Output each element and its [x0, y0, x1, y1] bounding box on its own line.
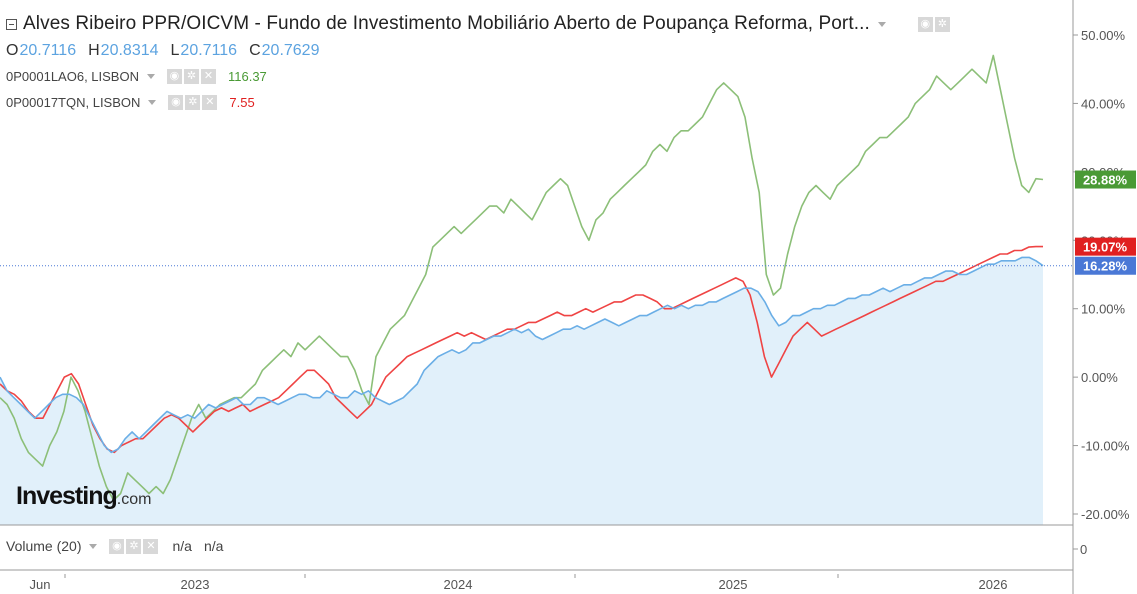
high-label: H [88, 42, 100, 59]
volume-axis-tick: 0 [1080, 542, 1087, 557]
close-icon[interactable]: ✕ [143, 538, 159, 554]
low-value: 20.7116 [180, 42, 238, 59]
last-value-badges: 16.28% 28.88% 19.07% [1075, 170, 1136, 275]
open-value: 20.7116 [19, 42, 77, 59]
overlay-row-0P00017TQN[interactable]: 0P00017TQN, LISBON ◉ ✲ ✕ 7.55 [6, 92, 255, 112]
x-tick-label: 2025 [719, 577, 748, 592]
chevron-down-icon[interactable] [877, 21, 886, 27]
y-tick-label: 50.00% [1081, 28, 1126, 43]
plot-area [0, 54, 1073, 525]
main-series-line [0, 256, 1044, 454]
chevron-down-icon[interactable] [146, 73, 155, 79]
x-axis-ticks: Jun 2023 2024 2025 2026 [30, 574, 1008, 592]
close-icon[interactable]: ✕ [200, 68, 216, 84]
overlay-symbol[interactable]: 0P00017TQN, LISBON [6, 94, 141, 110]
collapse-icon[interactable] [6, 18, 17, 30]
x-tick-label: Jun [30, 577, 51, 592]
close-label: C [249, 42, 261, 59]
main-series-fill [0, 257, 1043, 525]
eye-icon[interactable]: ◉ [917, 16, 933, 32]
gear-icon[interactable]: ✲ [934, 16, 950, 32]
series-line-0P0001LAO6 [0, 54, 1044, 502]
x-tick-label: 2023 [181, 577, 210, 592]
y-tick-label: 40.00% [1081, 96, 1126, 111]
instrument-title: Alves Ribeiro PPR/OICVM - Fundo de Inves… [23, 13, 870, 34]
y-tick-label: -20.00% [1081, 507, 1130, 522]
x-tick-label: 2026 [979, 577, 1008, 592]
gear-icon[interactable]: ✲ [126, 538, 142, 554]
last-value-label-green: 28.88% [1083, 173, 1128, 188]
last-value-badge-green [1075, 170, 1136, 189]
overlay-symbol[interactable]: 0P0001LAO6, LISBON [6, 68, 139, 84]
investing-logo: Investing .com [16, 482, 151, 511]
eye-icon[interactable]: ◉ [168, 94, 184, 110]
logo-text: Investing [16, 482, 118, 510]
logo-suffix: .com [116, 491, 152, 508]
overlay-row-0P0001LAO6[interactable]: 0P0001LAO6, LISBON ◉ ✲ ✕ 116.37 [6, 66, 267, 86]
close-icon[interactable]: ✕ [202, 94, 218, 110]
last-value-badge-red [1075, 237, 1136, 256]
open-label: O [6, 42, 19, 59]
y-tick-label: 0.00% [1081, 370, 1118, 385]
high-value: 20.8314 [100, 42, 159, 59]
chevron-down-icon[interactable] [148, 99, 157, 105]
volume-label[interactable]: Volume (20) [6, 538, 82, 554]
volume-value-2: n/a [203, 538, 224, 554]
chevron-down-icon[interactable] [89, 543, 98, 549]
volume-value-1: n/a [172, 538, 192, 554]
title-row: Alves Ribeiro PPR/OICVM - Fundo de Inves… [6, 10, 952, 38]
last-value-label-red: 19.07% [1083, 240, 1128, 255]
eye-icon[interactable]: ◉ [166, 68, 182, 84]
overlay-value: 7.55 [229, 94, 255, 110]
gear-icon[interactable]: ✲ [185, 94, 201, 110]
series-line-0P00017TQN [0, 245, 1043, 454]
last-value-label-main: 16.28% [1083, 259, 1128, 274]
overlay-value: 116.37 [227, 68, 267, 84]
low-label: L [170, 42, 180, 59]
y-tick-label: 10.00% [1081, 302, 1126, 317]
eye-icon[interactable]: ◉ [109, 538, 125, 554]
x-tick-label: 2024 [444, 577, 473, 592]
y-axis-ticks: 50.00%40.00%30.00%20.00%10.00%0.00%-10.0… [1073, 28, 1130, 522]
ohlc-row: O 20.7116 H 20.8314 L 20.7116 C 20.7629 [6, 40, 331, 62]
gear-icon[interactable]: ✲ [183, 68, 199, 84]
last-value-badge-main [1075, 256, 1136, 275]
y-tick-label: -10.00% [1081, 439, 1130, 454]
volume-legend: Volume (20) ◉ ✲ ✕ n/a n/a [6, 537, 223, 555]
close-value: 20.7629 [261, 42, 320, 59]
